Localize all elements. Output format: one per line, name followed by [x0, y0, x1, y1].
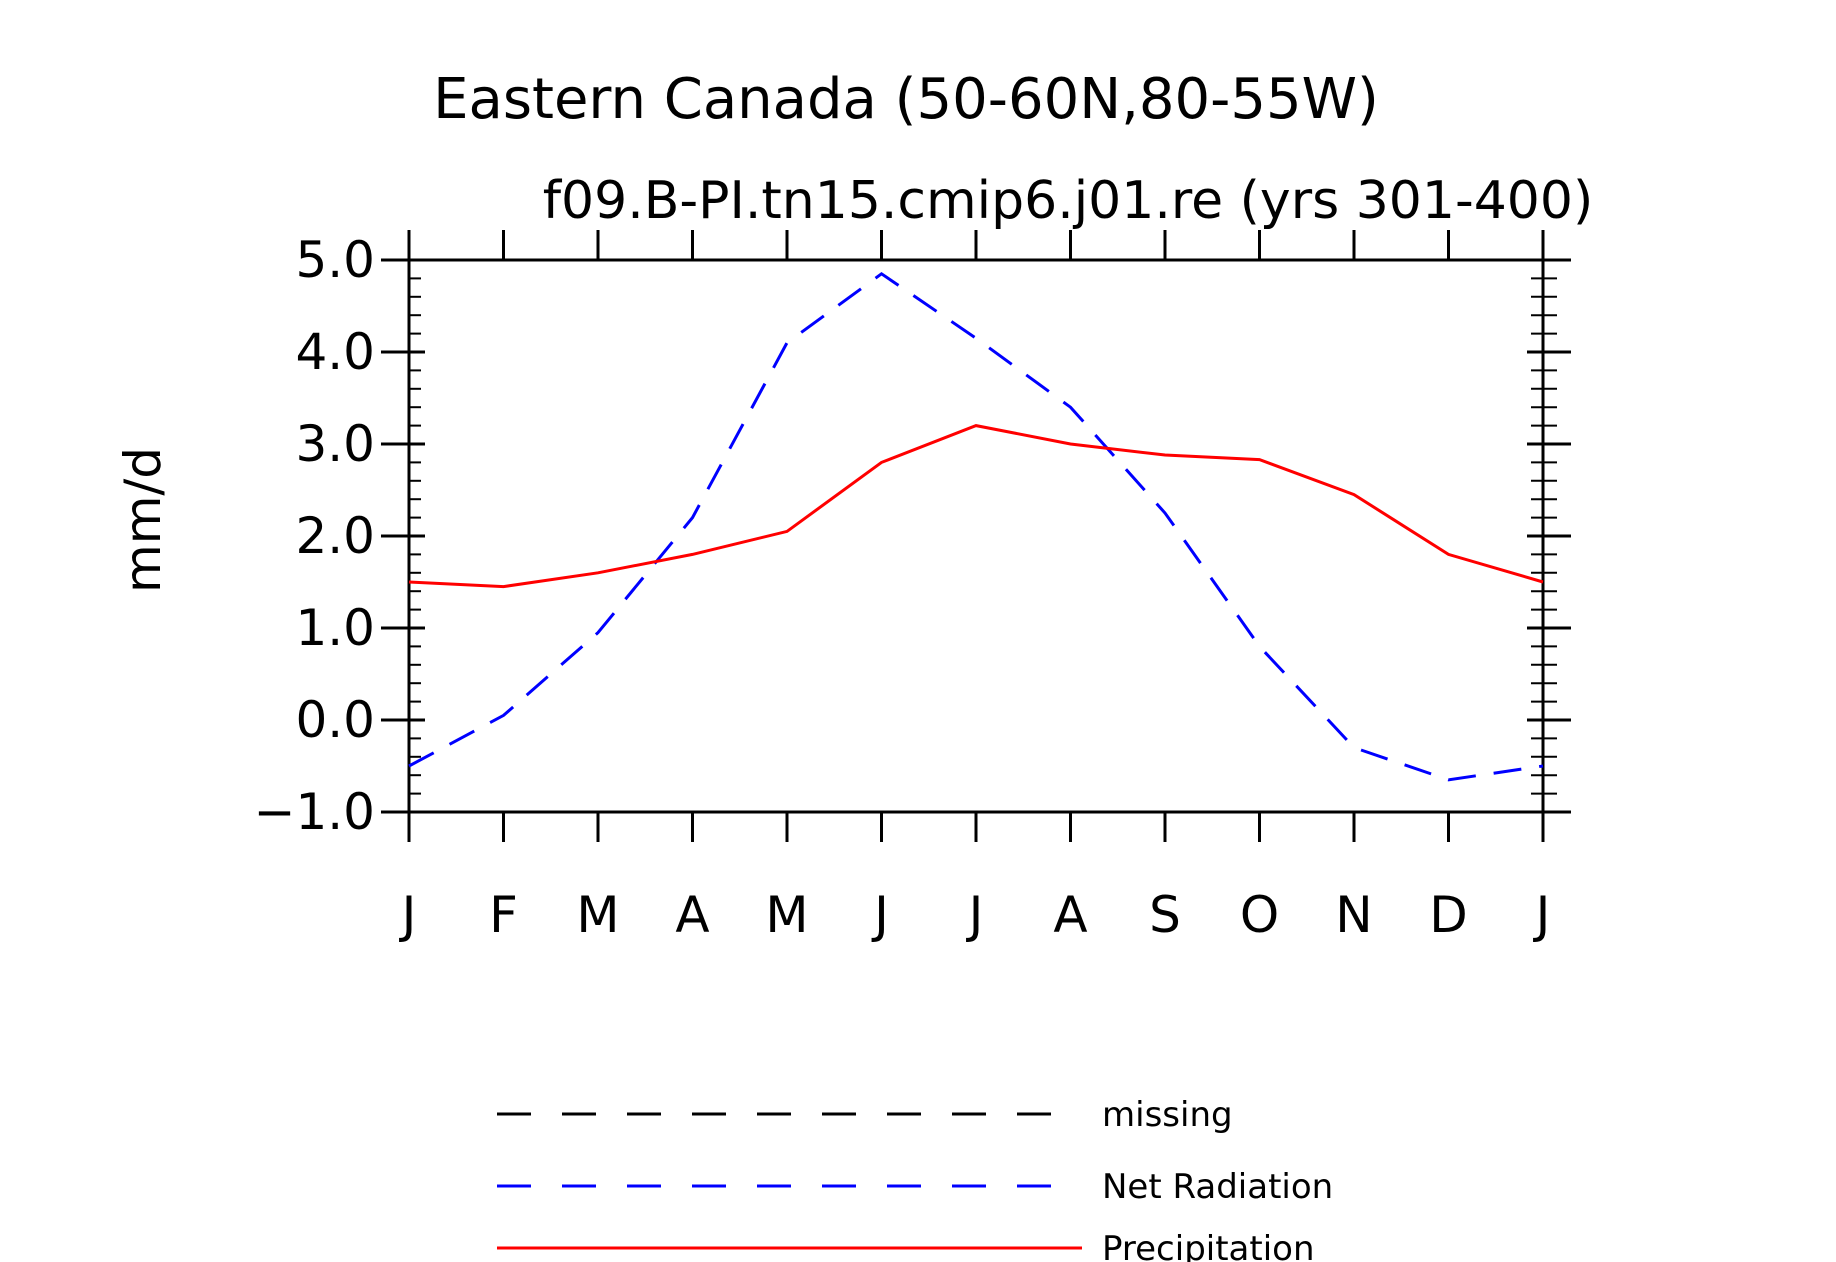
series-line-net-radiation	[408, 271, 1544, 782]
x-tick-label: A	[675, 886, 709, 944]
x-tick-label: A	[1053, 886, 1087, 944]
x-tick-label: D	[1429, 886, 1468, 944]
x-tick-label: F	[489, 886, 518, 944]
plot-frame	[407, 258, 1545, 814]
x-tick-label: N	[1335, 886, 1372, 944]
y-tick-label: −1.0	[254, 783, 375, 841]
x-tick-label: J	[399, 886, 417, 944]
chart-subtitle: f09.B-PI.tn15.cmip6.j01.re (yrs 301-400)	[543, 171, 1594, 231]
legend-label-precipitation: Precipitation	[1102, 1229, 1315, 1262]
x-tick-label: J	[966, 886, 984, 944]
y-tick-label: 2.0	[295, 507, 375, 565]
series-line-precipitation	[408, 424, 1544, 589]
y-axis-label: mm/d	[114, 447, 172, 593]
legend: missing Net Radiation Precipitation	[497, 1095, 1333, 1262]
plot-area: J F M A M J J A S O N D J5.04.03.02.01.00.0−1.0	[254, 230, 1571, 944]
x-tick-label: M	[576, 886, 619, 944]
chart-title: Eastern Canada (50-60N,80-55W)	[433, 67, 1379, 132]
y-tick-label: 0.0	[295, 691, 375, 749]
y-tick-label: 3.0	[295, 415, 375, 473]
x-tick-label: J	[1533, 886, 1551, 944]
y-tick-label: 5.0	[295, 231, 375, 289]
x-tick-label: J	[871, 886, 889, 944]
y-tick-label: 4.0	[295, 323, 375, 381]
x-tick-label: O	[1240, 886, 1279, 944]
x-tick-label: S	[1149, 886, 1181, 944]
y-tick-label: 1.0	[295, 599, 375, 657]
x-tick-label: M	[765, 886, 808, 944]
legend-label-missing: missing	[1102, 1095, 1233, 1135]
legend-label-net-radiation: Net Radiation	[1102, 1167, 1333, 1207]
